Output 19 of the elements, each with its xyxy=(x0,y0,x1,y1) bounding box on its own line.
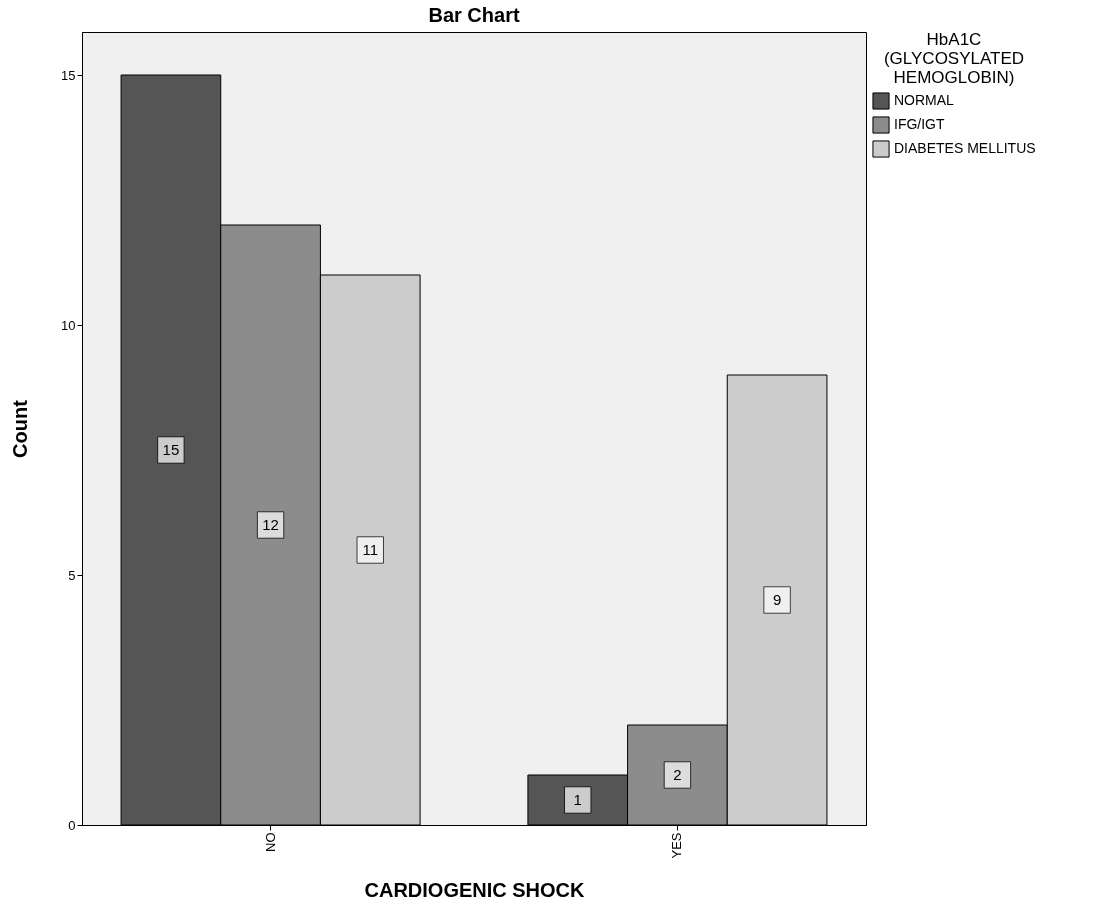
data-label: 12 xyxy=(262,516,279,533)
y-tick-label: 15 xyxy=(61,67,76,83)
y-tick-label: 5 xyxy=(68,567,76,583)
data-label: 15 xyxy=(162,441,180,458)
chart-title: Bar Chart xyxy=(428,4,520,26)
x-axis-title: CARDIOGENIC SHOCK xyxy=(364,878,586,901)
legend-label: IFG/IGT xyxy=(894,116,945,132)
data-label: 9 xyxy=(772,591,782,608)
y-axis-title: Count xyxy=(9,399,32,458)
x-tick-label: NO xyxy=(262,832,278,852)
y-tick-label: 0 xyxy=(68,817,76,833)
legend-label: NORMAL xyxy=(894,92,955,108)
x-tick-label: YES xyxy=(669,832,685,859)
data-label: 1 xyxy=(573,791,582,808)
y-tick-label: 10 xyxy=(61,317,76,333)
data-label: 11 xyxy=(362,541,379,558)
data-label: 2 xyxy=(673,766,682,783)
legend-label: DIABETES MELLITUS xyxy=(894,140,1036,156)
legend-title: HbA1C (GLYCOSYLATED HEMOGLOBIN) xyxy=(883,30,1025,87)
